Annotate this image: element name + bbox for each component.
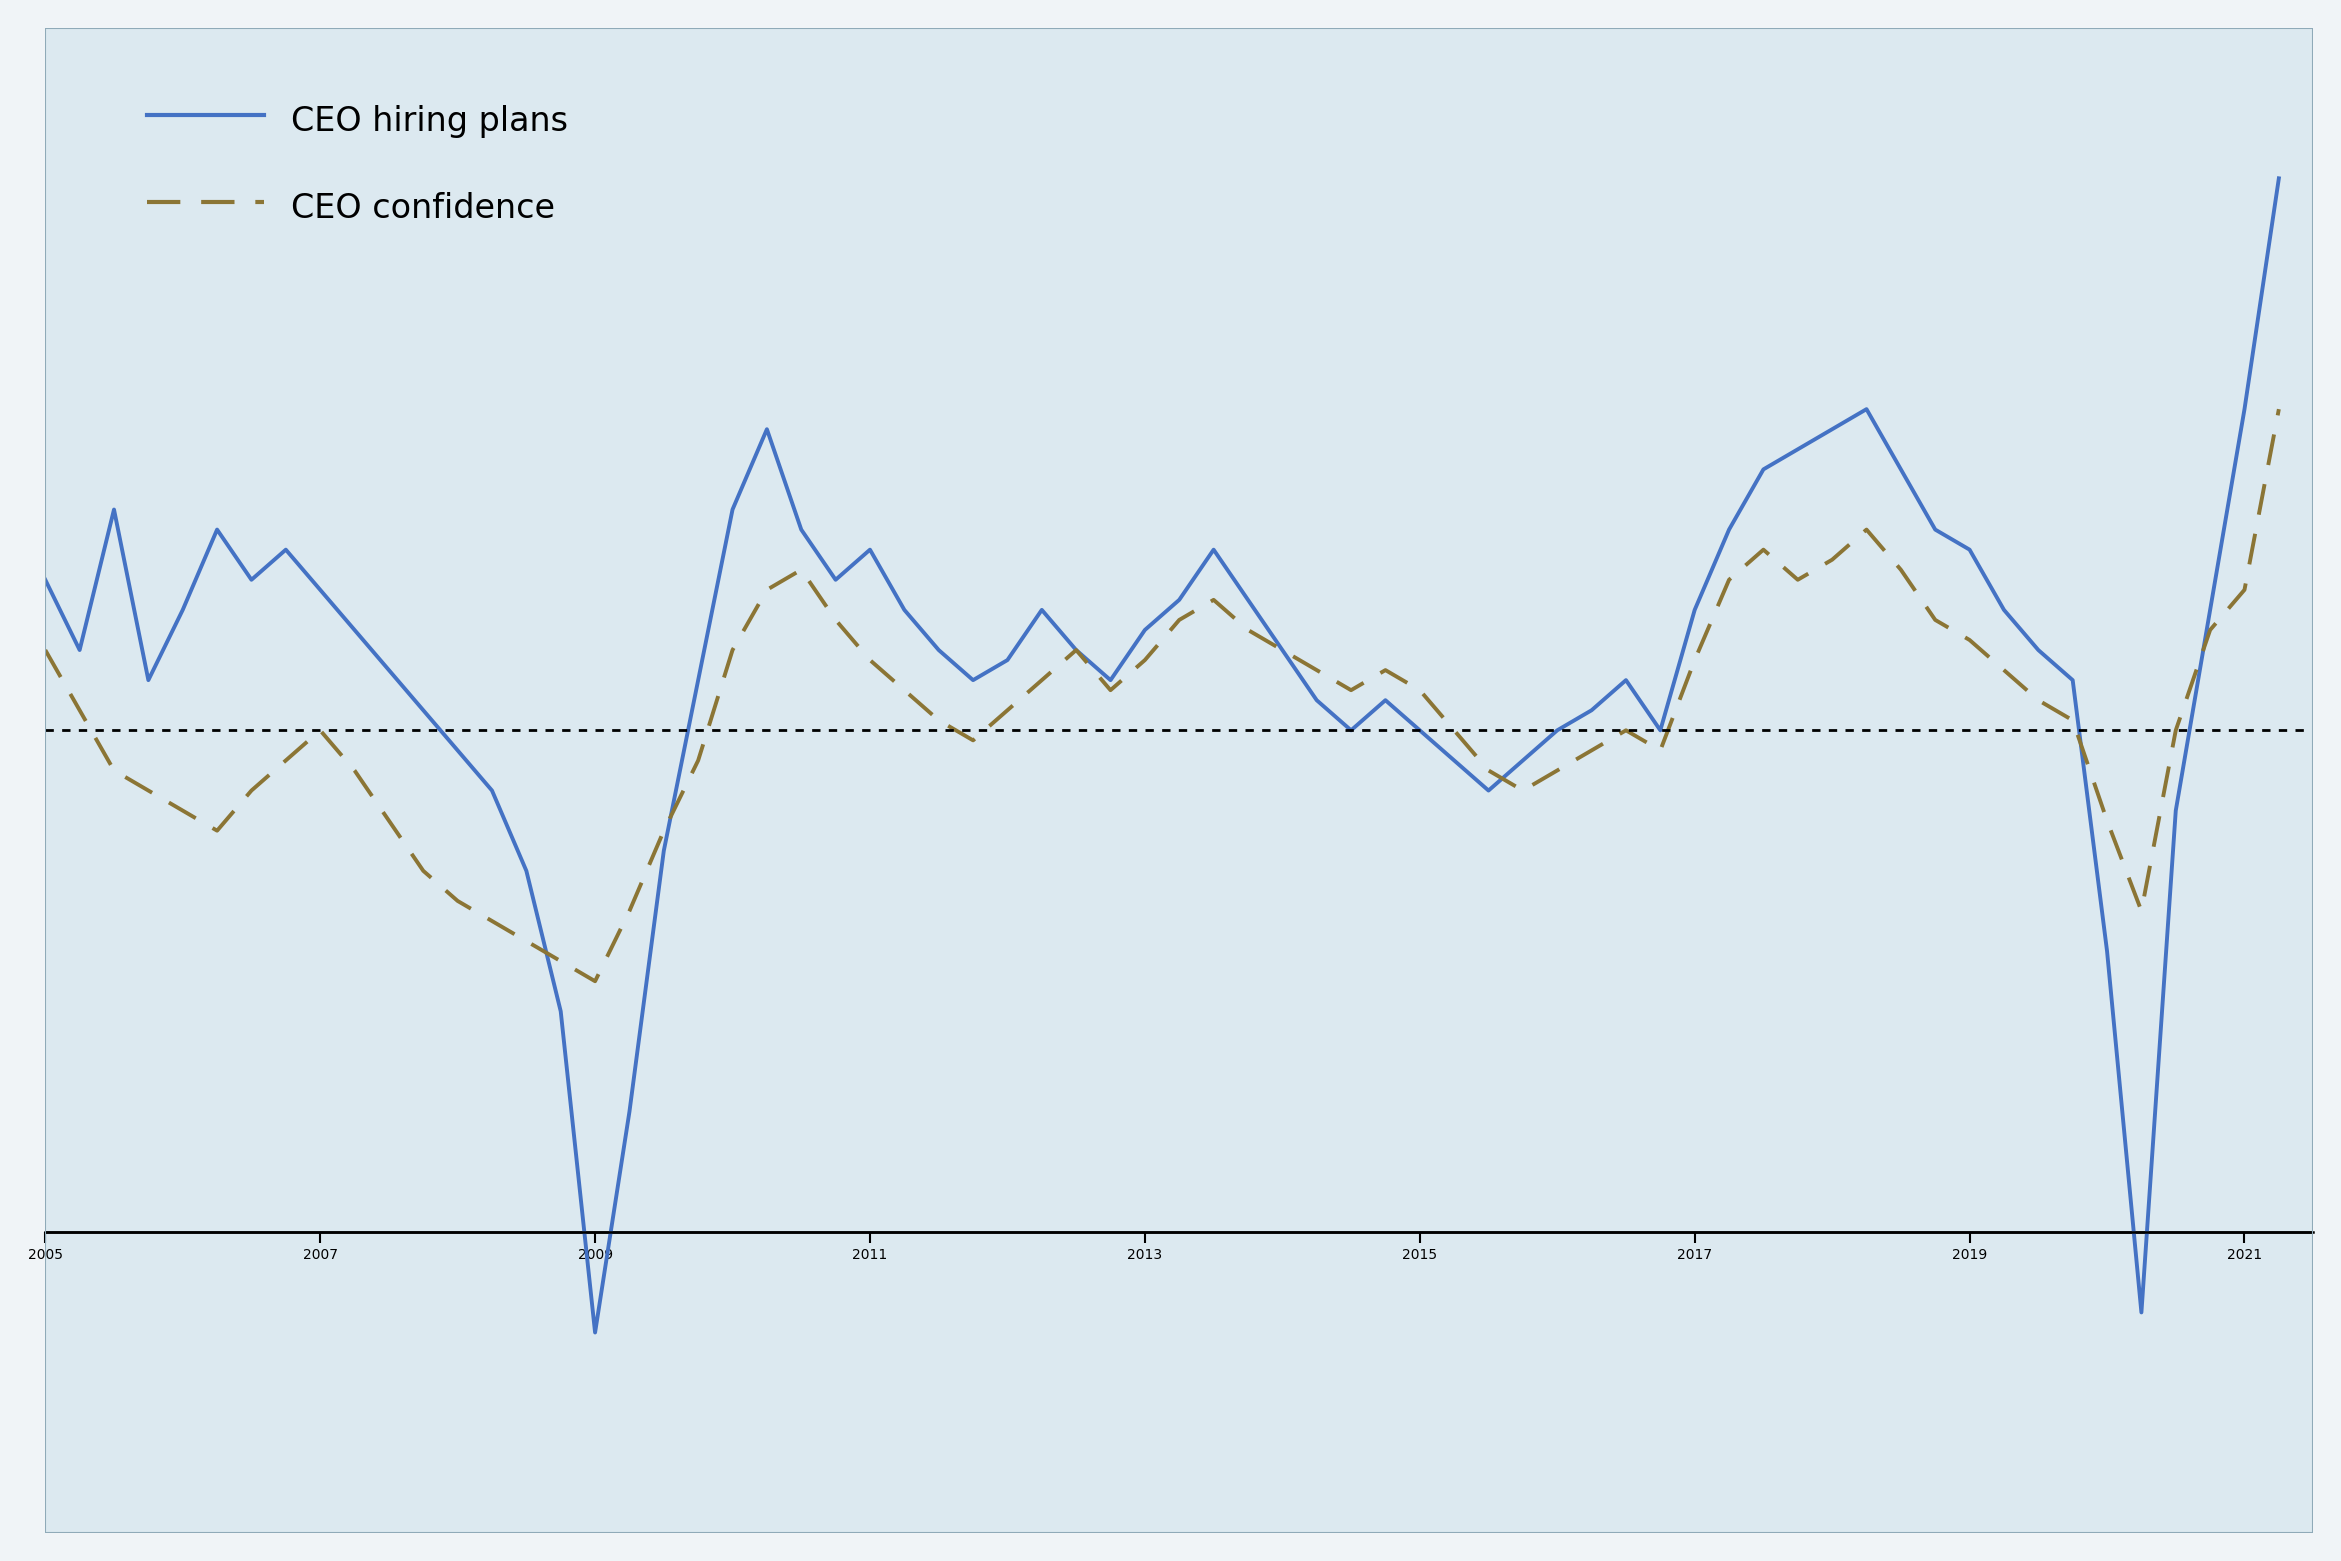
CEO confidence [581,973,609,991]
CEO hiring plans [1028,601,1056,620]
CEO hiring plans [2264,169,2292,187]
CEO confidence [204,821,232,840]
CEO hiring plans [754,420,782,439]
CEO confidence [30,640,59,659]
CEO hiring plans [616,1102,644,1121]
Legend: CEO hiring plans, CEO confidence: CEO hiring plans, CEO confidence [108,59,609,267]
CEO confidence [2264,400,2292,418]
CEO confidence [1028,671,1056,690]
CEO hiring plans [1819,420,1847,439]
CEO hiring plans [2128,1303,2156,1322]
CEO confidence [754,581,782,599]
CEO confidence [2128,902,2156,921]
CEO confidence [616,902,644,921]
Bar [44,28,2313,1533]
Line: CEO confidence: CEO confidence [44,409,2278,982]
CEO hiring plans [30,570,59,588]
Line: CEO hiring plans: CEO hiring plans [44,178,2278,1333]
CEO hiring plans [204,520,232,539]
CEO hiring plans [581,1324,609,1342]
CEO confidence [1819,551,1847,570]
